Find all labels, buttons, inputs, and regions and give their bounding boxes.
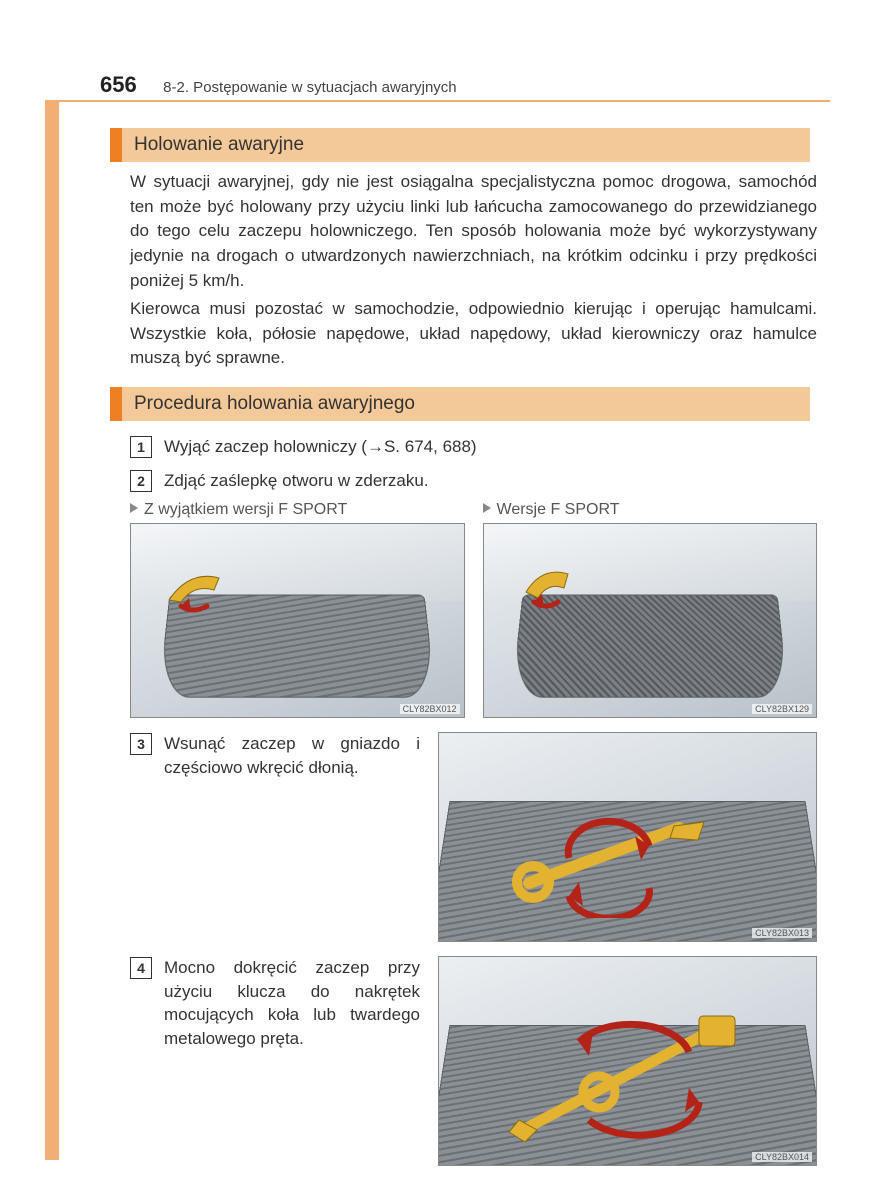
figure-code: CLY82BX129: [752, 704, 812, 714]
figure-code: CLY82BX014: [752, 1152, 812, 1162]
figure-code: CLY82BX013: [752, 928, 812, 938]
triangle-bullet-icon: [483, 503, 491, 513]
step-text: Mocno dokręcić zaczep przy użyciu klucza…: [164, 956, 420, 1051]
wrench-hook-icon: [489, 992, 769, 1152]
two-column-figures: Z wyjątkiem wersji F SPORT CLY82BX012 We…: [130, 501, 817, 718]
step-number-box: 1: [130, 436, 152, 458]
figure-tighten-hook: CLY82BX014: [438, 956, 817, 1166]
paragraph-1: W sytuacji awaryjnej, gdy nie jest osiąg…: [130, 170, 817, 293]
step-number-box: 2: [130, 470, 152, 492]
step-4: 4 Mocno dokręcić zaczep przy użyciu kluc…: [130, 956, 420, 1051]
figure-column: CLY82BX013: [438, 732, 817, 942]
figure-insert-hook: CLY82BX013: [438, 732, 817, 942]
step-number-box: 3: [130, 733, 152, 755]
chapter-label: 8-2. Postępowanie w sytuacjach awaryjnyc…: [163, 79, 456, 96]
section-title: Procedura holowania awaryjnego: [122, 387, 810, 421]
step-number-box: 4: [130, 957, 152, 979]
step-3: 3 Wsunąć zaczep w gniazdo i częściowo wk…: [130, 732, 420, 780]
header-rule: [45, 100, 830, 102]
step-text: Zdjąć zaślepkę otworu w zderzaku.: [164, 469, 429, 493]
cap-removal-icon: [514, 558, 594, 628]
section-title: Holowanie awaryjne: [122, 128, 810, 162]
step-1: 1 Wyjąć zaczep holowniczy (→S. 674, 688): [130, 435, 817, 459]
paragraph-2: Kierowca musi pozostać w samochodzie, od…: [130, 297, 817, 371]
column-label-right: Wersje F SPORT: [483, 501, 818, 519]
column-right: Wersje F SPORT CLY82BX129: [483, 501, 818, 718]
step-3-row: 3 Wsunąć zaczep w gniazdo i częściowo wk…: [130, 732, 817, 942]
section-heading-1: Holowanie awaryjne: [110, 128, 810, 162]
section-heading-2: Procedura holowania awaryjnego: [110, 387, 810, 421]
step-text: Wsunąć zaczep w gniazdo i częściowo wkrę…: [164, 732, 420, 780]
step-4-row: 4 Mocno dokręcić zaczep przy użyciu kluc…: [130, 956, 817, 1166]
cap-removal-icon: [159, 560, 249, 630]
column-label-left: Z wyjątkiem wersji F SPORT: [130, 501, 465, 519]
figure-column: CLY82BX014: [438, 956, 817, 1166]
figure-code: CLY82BX012: [400, 704, 460, 714]
tow-hook-icon: [499, 788, 749, 918]
col-label-text: Wersje F SPORT: [497, 501, 620, 518]
section-tick: [110, 387, 122, 421]
section-tick: [110, 128, 122, 162]
page-content: Holowanie awaryjne W sytuacji awaryjnej,…: [0, 110, 877, 1166]
triangle-bullet-icon: [130, 503, 138, 513]
step-2: 2 Zdjąć zaślepkę otworu w zderzaku.: [130, 469, 817, 493]
figure-non-fsport: CLY82BX012: [130, 523, 465, 718]
page-number: 656: [100, 72, 137, 98]
figure-fsport: CLY82BX129: [483, 523, 818, 718]
step-text: Wyjąć zaczep holowniczy (→S. 674, 688): [164, 435, 477, 459]
page-header: 656 8-2. Postępowanie w sytuacjach awary…: [100, 72, 820, 98]
col-label-text: Z wyjątkiem wersji F SPORT: [144, 501, 347, 518]
column-left: Z wyjątkiem wersji F SPORT CLY82BX012: [130, 501, 465, 718]
